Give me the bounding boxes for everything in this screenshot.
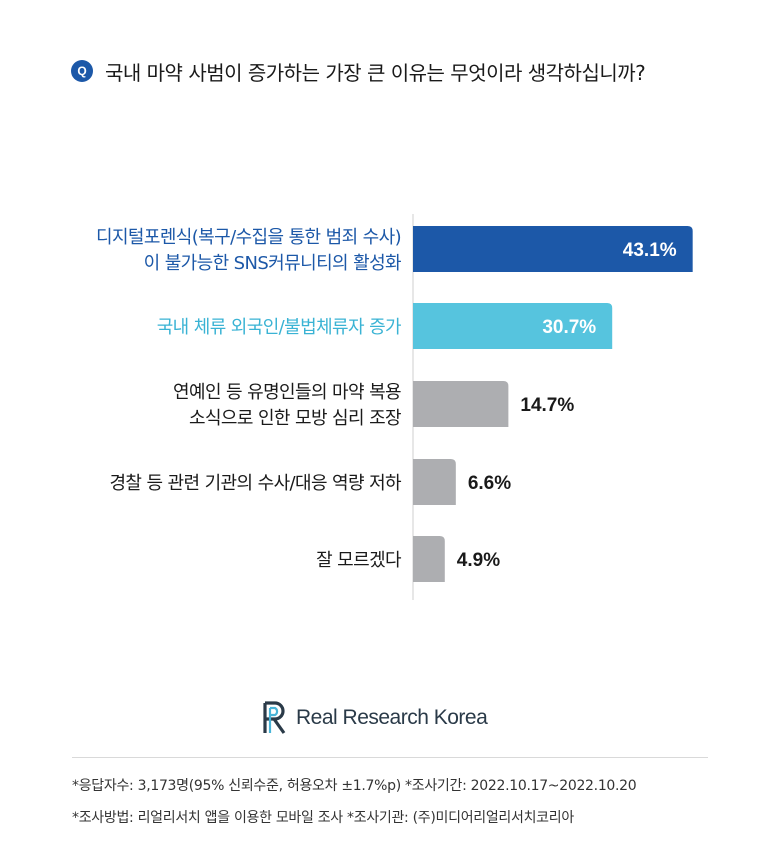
category-label-3-line-1: 연예인 등 유명인들의 마약 복용 [173, 382, 401, 403]
bar-2 [413, 303, 613, 349]
category-label-2-line-1: 국내 체류 외국인/불법체류자 증가 [157, 317, 401, 338]
question-badge: Q [71, 60, 93, 82]
footnote-2: *조사방법: 리얼리서치 앱을 이용한 모바일 조사 *조사기관: (주)미디어… [72, 810, 574, 826]
bar-group-1: 43.1% 디지털포렌식(복구/수집을 통한 범죄 수사) 이 불가능한 SNS커뮤… [96, 226, 693, 274]
bar-4 [413, 459, 456, 505]
bar-1 [413, 226, 693, 272]
category-label-3-line-2: 소식으로 인한 모방 심리 조장 [189, 408, 401, 429]
rr-logo-icon [263, 701, 286, 734]
value-label-2: 30.7% [542, 317, 596, 338]
category-label-5-line-1: 잘 모르겠다 [316, 550, 402, 571]
value-label-3: 14.7% [520, 395, 574, 416]
category-label-1-line-1: 디지털포렌식(복구/수집을 통한 범죄 수사) [96, 227, 401, 248]
bar-group-5: 4.9% 잘 모르겠다 [316, 536, 500, 582]
question: Q 국내 마약 사범이 증가하는 가장 큰 이유는 무엇이라 생각하십니까? [71, 54, 646, 88]
bar-group-2: 30.7% 국내 체류 외국인/불법체류자 증가 [157, 303, 613, 349]
bar-5 [413, 536, 445, 582]
value-label-4: 6.6% [468, 473, 511, 494]
bar-group-4: 6.6% 경찰 등 관련 기관의 수사/대응 역량 저하 [109, 459, 511, 505]
bar-3 [413, 381, 509, 427]
value-label-1: 43.1% [623, 240, 677, 261]
value-label-5: 4.9% [457, 550, 500, 571]
logo-text: Real Research Korea [296, 706, 488, 729]
category-label-4-line-1: 경찰 등 관련 기관의 수사/대응 역량 저하 [109, 473, 402, 494]
footer-divider [72, 757, 708, 758]
footnote-1: *응답자수: 3,173명(95% 신뢰수준, 허용오차 ±1.7%p) *조사… [72, 778, 637, 794]
category-label-1-line-2: 이 불가능한 SNS커뮤니티의 활성화 [144, 253, 401, 274]
logo: Real Research Korea [262, 700, 488, 736]
bar-chart: 43.1% 디지털포렌식(복구/수집을 통한 범죄 수사) 이 불가능한 SNS커뮤… [96, 214, 693, 600]
question-text: 국내 마약 사범이 증가하는 가장 큰 이유는 무엇이라 생각하십니까? [105, 60, 646, 85]
